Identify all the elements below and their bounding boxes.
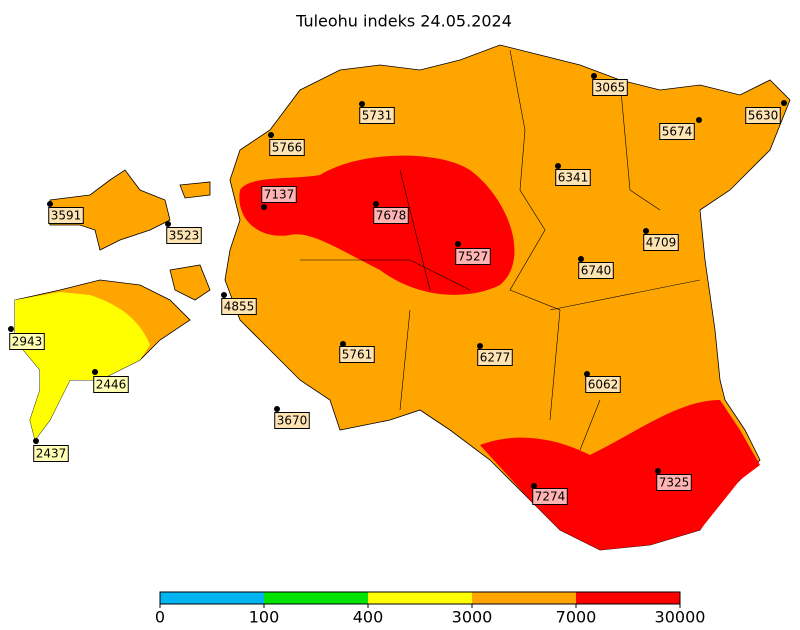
station-value: 6277 — [480, 351, 511, 365]
station-value: 7527 — [458, 250, 489, 264]
station-dot — [643, 228, 649, 234]
colorbar-frame — [159, 591, 681, 605]
station-label-box — [359, 107, 395, 124]
station-dot — [359, 101, 365, 107]
station-label-box — [269, 139, 305, 156]
station-dot — [92, 369, 98, 375]
station-label-box — [555, 169, 591, 186]
colorbar-segment — [472, 592, 576, 604]
station-value: 7274 — [535, 490, 566, 504]
station-dot — [33, 438, 39, 444]
station-label-box — [578, 262, 614, 279]
station-dot — [165, 221, 171, 227]
station-label-box — [592, 79, 628, 96]
station-value: 6341 — [558, 171, 589, 185]
colorbar-segment — [264, 592, 368, 604]
colorbar-tick-label: 0 — [155, 608, 165, 627]
station-label-box — [659, 123, 695, 140]
station-dot — [268, 132, 274, 138]
station-value: 7678 — [376, 209, 407, 223]
colorbar-segment — [160, 592, 264, 604]
station-label-box — [93, 376, 129, 393]
colorbar-tick-label: 400 — [353, 608, 384, 627]
station-value: 3591 — [51, 209, 82, 223]
station-value: 6062 — [588, 378, 619, 392]
station-value: 5761 — [342, 348, 373, 362]
station-dot — [781, 100, 787, 106]
station-dot — [455, 241, 461, 247]
station-label-box — [33, 445, 69, 462]
station-value: 2446 — [96, 378, 127, 392]
station-label-box — [477, 349, 513, 366]
station-label-box — [9, 333, 45, 350]
station-value: 2943 — [12, 335, 43, 349]
map-title: Tuleohu indeks 24.05.2024 — [295, 12, 512, 31]
low-zone-west — [15, 292, 150, 440]
county-borders — [300, 49, 701, 451]
station-value: 6740 — [581, 264, 612, 278]
station-label-box — [532, 488, 568, 505]
station-dot — [696, 117, 702, 123]
station-dot — [555, 163, 561, 169]
station-label-box — [339, 346, 375, 363]
station-label-box — [261, 186, 297, 203]
land — [14, 44, 791, 551]
hiiumaa — [49, 169, 171, 251]
station-value: 3065 — [595, 81, 626, 95]
station-dot — [578, 256, 584, 262]
station-label-box — [656, 474, 692, 491]
colorbar-tick-label: 100 — [249, 608, 280, 627]
station-dot — [373, 201, 379, 207]
station-value: 3670 — [277, 414, 308, 428]
station-dot — [261, 204, 267, 210]
station-dot — [584, 371, 590, 377]
colorbar: 0 100 400 3000 7000 30000 — [155, 591, 706, 627]
station-label-box — [48, 207, 84, 224]
station-dot — [340, 341, 346, 347]
station-label-box — [166, 227, 202, 244]
station-value: 5630 — [748, 109, 779, 123]
station-value: 4855 — [224, 300, 255, 314]
station-label-box — [221, 298, 257, 315]
station-dot — [8, 326, 14, 332]
station-value: 5766 — [272, 141, 303, 155]
high-zone-south — [480, 400, 760, 550]
station-label-box — [274, 412, 310, 429]
station-dot — [591, 73, 597, 79]
high-zone-north — [239, 155, 515, 295]
station-value: 5674 — [662, 125, 693, 139]
station-label-box — [455, 248, 491, 265]
station-label-box — [373, 207, 409, 224]
station-label-box — [643, 234, 679, 251]
colorbar-segment — [368, 592, 472, 604]
station-value: 4709 — [646, 236, 677, 250]
station-value: 7325 — [659, 476, 690, 490]
station-dot — [655, 468, 661, 474]
station-value: 5731 — [362, 109, 393, 123]
station-dot — [477, 343, 483, 349]
colorbar-tick-label: 3000 — [452, 608, 493, 627]
station-label-box — [585, 376, 621, 393]
station-value: 7137 — [264, 188, 295, 202]
stations: 3065 5630 5731 5674 5766 6341 7137 3591 … — [8, 73, 787, 505]
station-dot — [274, 406, 280, 412]
colorbar-tick-label: 30000 — [655, 608, 706, 627]
station-label-box — [745, 107, 781, 124]
colorbar-segment — [576, 592, 680, 604]
muhu — [169, 264, 211, 301]
station-value: 3523 — [169, 229, 200, 243]
station-dot — [531, 483, 537, 489]
vormsi — [179, 181, 211, 199]
station-dot — [47, 201, 53, 207]
colorbar-tick-label: 7000 — [556, 608, 597, 627]
station-value: 2437 — [36, 447, 67, 461]
station-dot — [221, 292, 227, 298]
